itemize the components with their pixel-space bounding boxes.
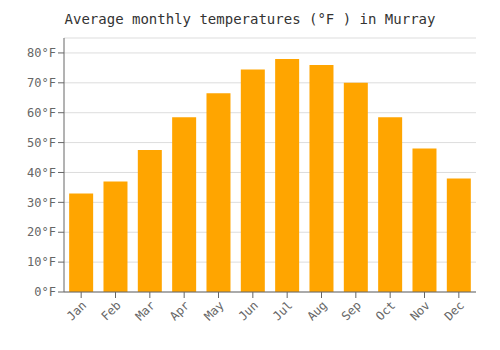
svg-text:40°F: 40°F	[27, 166, 56, 180]
svg-text:Apr: Apr	[167, 298, 192, 323]
svg-text:50°F: 50°F	[27, 136, 56, 150]
html-text:Average monthly temperatures (: Average monthly temperatures (°F ) in Mu…	[64, 11, 436, 27]
svg-text:Nov: Nov	[407, 298, 432, 323]
svg-text:Aug: Aug	[304, 298, 329, 323]
svg-text:Oct: Oct	[373, 298, 398, 323]
svg-text:Jan: Jan	[64, 298, 89, 323]
svg-text:Dec: Dec	[442, 298, 467, 323]
svg-text:80°F: 80°F	[27, 46, 56, 60]
svg-text:Feb: Feb	[98, 298, 123, 323]
svg-text:Mar: Mar	[133, 298, 158, 323]
svg-text:Jun: Jun	[236, 298, 261, 323]
svg-text:May: May	[201, 298, 226, 323]
svg-text:0°F: 0°F	[34, 285, 56, 299]
svg-text:10°F: 10°F	[27, 255, 56, 269]
svg-text:Jul: Jul	[270, 298, 295, 323]
svg-text:20°F: 20°F	[27, 225, 56, 239]
svg-text:70°F: 70°F	[27, 76, 56, 90]
svg-text:30°F: 30°F	[27, 196, 56, 210]
svg-text:Sep: Sep	[339, 298, 364, 323]
svg-text:60°F: 60°F	[27, 106, 56, 120]
